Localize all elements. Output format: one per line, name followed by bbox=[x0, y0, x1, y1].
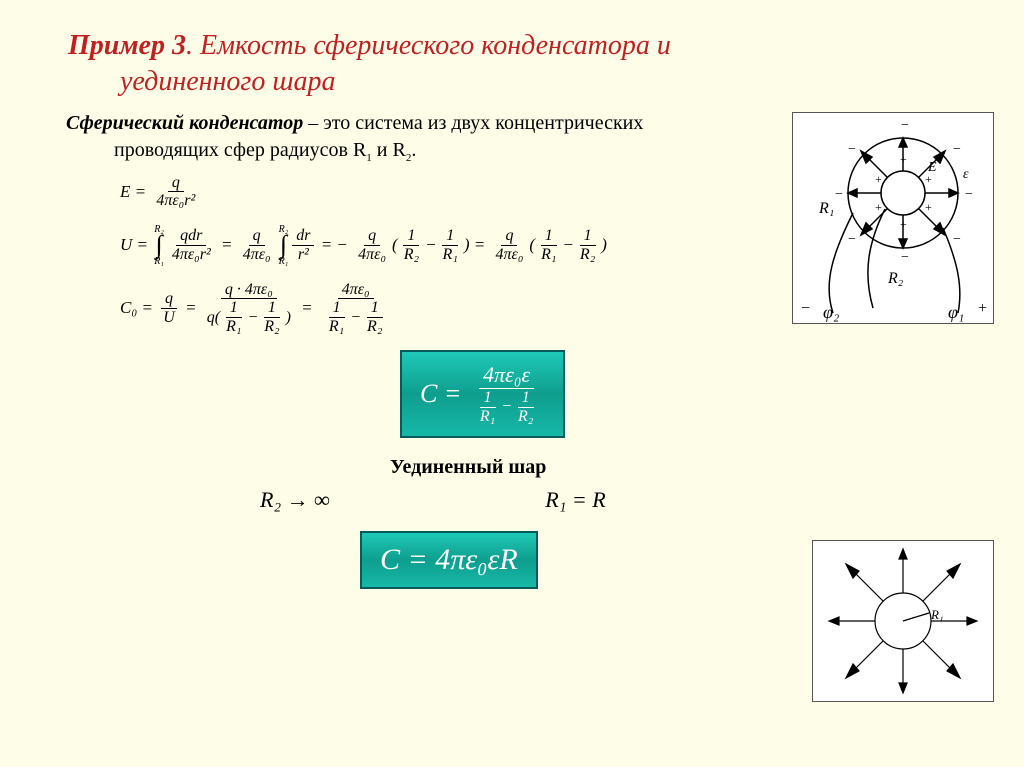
svg-text:φ₂: φ₂ bbox=[823, 302, 839, 322]
svg-text:+: + bbox=[925, 200, 932, 214]
svg-text:−: − bbox=[953, 142, 961, 157]
conditions: R₂ → ∞ R₁ = R bbox=[60, 487, 964, 513]
svg-text:−: − bbox=[835, 187, 843, 202]
definition-term: Сферический конденсатор bbox=[66, 112, 303, 134]
formula-box-1-wrap: C = 4πε₀ε 1R₁ − 1R₂ bbox=[400, 350, 964, 438]
svg-text:R₁: R₁ bbox=[930, 607, 943, 622]
formula-box-2: C = 4πε₀εR bbox=[360, 531, 538, 589]
svg-text:ε: ε bbox=[963, 167, 969, 182]
svg-text:−: − bbox=[953, 232, 961, 247]
svg-text:+: + bbox=[875, 172, 882, 186]
def-text1: – это система из двух концентрических bbox=[303, 112, 643, 134]
title-rest: . Емкость сферического конденсатора и bbox=[186, 30, 671, 61]
svg-text:−: − bbox=[901, 118, 909, 133]
svg-text:R₂: R₂ bbox=[887, 270, 904, 287]
svg-text:+: + bbox=[978, 300, 987, 317]
cond-left: R₂ → ∞ bbox=[260, 487, 330, 513]
formula-box-1: C = 4πε₀ε 1R₁ − 1R₂ bbox=[400, 350, 565, 438]
svg-text:R₁: R₁ bbox=[818, 200, 834, 217]
svg-text:−: − bbox=[901, 250, 909, 265]
svg-text:−: − bbox=[848, 142, 856, 157]
svg-text:+: + bbox=[900, 217, 907, 231]
svg-text:φ₁: φ₁ bbox=[948, 302, 964, 322]
title-line2: уединенного шара bbox=[60, 66, 964, 98]
subhead-sphere: Уединенный шар bbox=[390, 456, 964, 479]
svg-text:−: − bbox=[965, 187, 973, 202]
svg-text:−: − bbox=[848, 232, 856, 247]
svg-text:+: + bbox=[900, 152, 907, 166]
svg-text:−: − bbox=[801, 300, 810, 317]
diagram-isolated-sphere: R₁ bbox=[812, 540, 994, 702]
svg-text:E: E bbox=[927, 160, 937, 175]
cond-right: R₁ = R bbox=[545, 487, 605, 513]
diagram-spherical-capacitor: −−− −− −−− +++ +++ E ε R₁ R₂ φ₂ φ₁ − + bbox=[792, 112, 994, 324]
title-line1: Пример 3. Емкость сферического конденсат… bbox=[60, 30, 964, 62]
title-lead: Пример 3 bbox=[68, 30, 186, 61]
svg-text:+: + bbox=[875, 200, 882, 214]
def-line2: проводящих сфер радиусов R1 и R2. bbox=[66, 137, 704, 166]
